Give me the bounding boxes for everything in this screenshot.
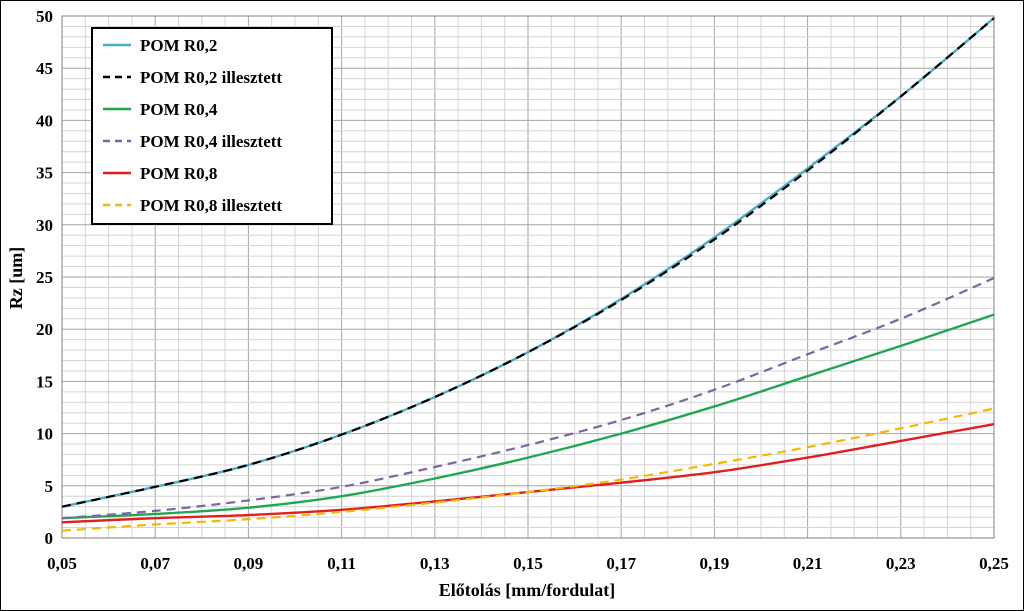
y-tick-label: 15 — [36, 372, 53, 391]
x-tick-label: 0,15 — [513, 554, 543, 573]
y-tick-label: 10 — [36, 425, 53, 444]
x-tick-label: 0,11 — [327, 554, 356, 573]
x-tick-label: 0,25 — [979, 554, 1009, 573]
x-tick-label: 0,05 — [47, 554, 77, 573]
x-tick-label: 0,21 — [793, 554, 823, 573]
series-lines — [61, 17, 995, 532]
y-axis-title: Rz [um] — [6, 247, 26, 309]
series-line-pom-r0-2-illesztett — [61, 17, 995, 508]
y-tick-label: 5 — [45, 477, 54, 496]
legend-box — [91, 27, 333, 225]
y-tick-labels: 0 5 10 15 20 25 30 35 40 45 50 — [36, 7, 53, 548]
y-tick-label: 25 — [36, 268, 53, 287]
legend-label: POM R0,2 — [140, 36, 217, 55]
x-tick-label: 0,19 — [700, 554, 730, 573]
legend-label: POM R0,4 illesztett — [140, 132, 282, 151]
x-axis-title: Előtolás [mm/fordulat] — [439, 580, 615, 600]
legend-label: POM R0,2 illesztett — [140, 68, 282, 87]
series-line-pom-r0-4 — [61, 313, 995, 520]
y-tick-label: 40 — [36, 111, 53, 130]
axes — [61, 15, 995, 539]
series-line-pom-r0-8-illesztett — [61, 407, 995, 532]
plot-area-border — [61, 15, 995, 539]
y-tick-label: 45 — [36, 59, 53, 78]
y-tick-label: 35 — [36, 164, 53, 183]
y-tick-label: 20 — [36, 320, 53, 339]
x-tick-labels: 0,05 0,07 0,09 0,11 0,13 0,15 0,17 0,19 0,21 0,23… — [47, 554, 1009, 573]
legend-label: POM R0,8 — [140, 164, 217, 183]
x-tick-label: 0,23 — [886, 554, 916, 573]
y-tick-label: 0 — [45, 529, 54, 548]
x-tick-label: 0,09 — [234, 554, 264, 573]
x-tick-label: 0,07 — [140, 554, 170, 573]
y-tick-label: 50 — [36, 7, 53, 26]
series-line-pom-r0-4-illesztett — [61, 277, 995, 520]
legend-label: POM R0,8 illesztett — [140, 196, 282, 215]
y-tick-label: 30 — [36, 216, 53, 235]
legend: POM R0,2 POM R0,2 illesztett POM R0,4 POM R… — [91, 27, 333, 225]
x-tick-label: 0,17 — [606, 554, 636, 573]
legend-label: POM R0,4 — [140, 100, 218, 119]
x-tick-label: 0,13 — [420, 554, 450, 573]
